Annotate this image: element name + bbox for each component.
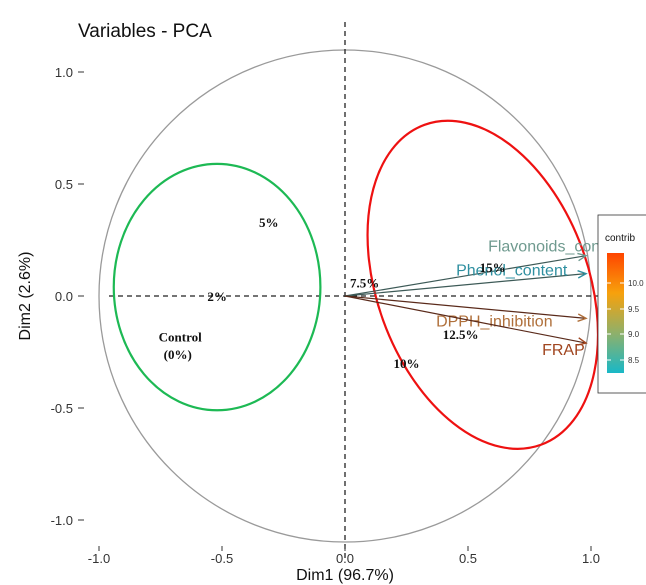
y-tick-label: -1.0	[51, 513, 73, 528]
y-tick-label: 0.0	[55, 289, 73, 304]
annotations: 5% 2% Control (0%) 7.5% 15% 12.5% 10%	[159, 215, 506, 371]
x-tick-label: -1.0	[88, 551, 110, 566]
annotation-label: 10%	[394, 356, 420, 371]
treatment-group-ellipse	[366, 119, 600, 450]
control-group-ellipse	[112, 162, 322, 412]
legend-colorbar	[607, 253, 624, 373]
chart-title: Variables - PCA	[78, 21, 212, 42]
legend-tick-label: 9.0	[628, 330, 640, 339]
vector-label-phenol-content: Phenol_content	[456, 263, 568, 280]
vector-phenol-content	[344, 273, 587, 297]
x-tick-label: 0.0	[336, 551, 354, 566]
vector-label-flavonoids-content: Flavonoids_content	[488, 239, 627, 256]
arrowhead-dpph-inhibition	[577, 313, 588, 322]
x-tick-label: 0.5	[459, 551, 477, 566]
arrowhead-frap	[577, 337, 588, 346]
arrowhead-phenol-content	[577, 270, 588, 279]
y-tick-label: 1.0	[55, 65, 73, 80]
vector-dpph-inhibition	[344, 295, 587, 319]
legend-tick-label: 10.0	[628, 279, 644, 288]
x-tick-label: -0.5	[211, 551, 233, 566]
vector-frap	[344, 295, 587, 344]
annotation-label: 15%	[480, 260, 506, 275]
group-ellipses	[112, 119, 600, 450]
annotation-label: Control	[159, 329, 202, 344]
y-axis-label: Dim2 (2.6%)	[17, 252, 34, 341]
arrowhead-flavonoids-content	[577, 252, 588, 262]
x-axis-label: Dim1 (96.7%)	[296, 567, 394, 584]
annotation-label: 12.5%	[443, 327, 479, 342]
annotation-label: 7.5%	[350, 276, 379, 291]
legend-tick-label: 8.5	[628, 356, 640, 365]
legend: contrib 10.0 9.5 9.0 8.5	[597, 214, 646, 394]
x-tick-label: 1.0	[582, 551, 600, 566]
vector-label-dpph-inhibition: DPPH_inhibition	[436, 313, 553, 330]
vector-flavonoids-content	[344, 255, 587, 297]
y-tick-label: 0.5	[55, 177, 73, 192]
annotation-label: 5%	[259, 215, 279, 230]
y-tick-label: -0.5	[51, 401, 73, 416]
axes: -1.0 -0.5 0.0 0.5 1.0 -1.0 -0.5 0.0 0.5 1.0	[51, 22, 601, 566]
legend-title: contrib	[605, 233, 635, 244]
annotation-label: 2%	[207, 289, 227, 304]
legend-tick-label: 9.5	[628, 305, 640, 314]
annotation-label: (0%)	[164, 347, 192, 362]
variable-vectors: Flavonoids_content Phenol_content DPPH_inh…	[344, 239, 627, 359]
vector-label-frap: FRAP	[542, 342, 585, 359]
